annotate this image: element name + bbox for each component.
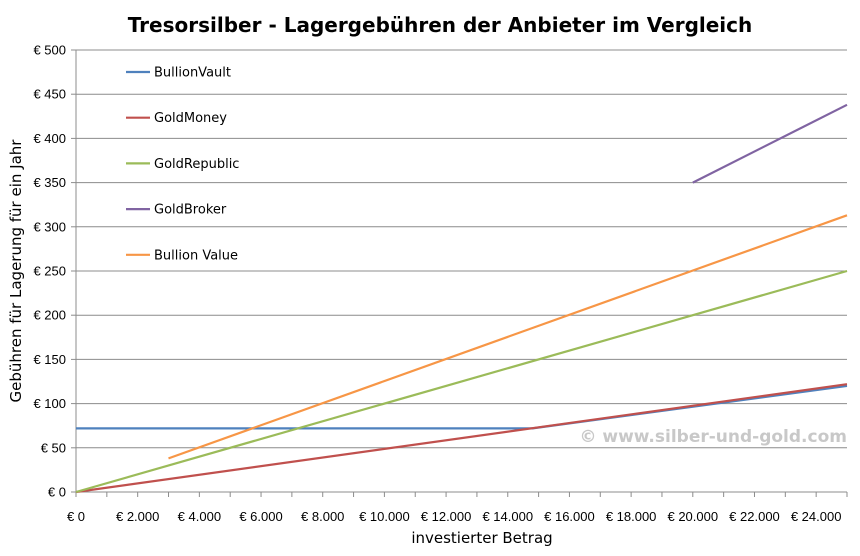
y-tick-label: € 300 xyxy=(33,219,66,234)
legend-label: GoldRepublic xyxy=(154,157,239,172)
legend-label: BullionVault xyxy=(154,66,231,81)
axes: € 0 € 50 € 100 € 150 € 200 € 250 € 300 € 350 € 4… xyxy=(33,43,848,524)
series-line-goldmoney xyxy=(75,383,848,494)
x-tick-label: € 4.000 xyxy=(178,509,221,524)
x-tick-label: € 0 xyxy=(67,509,85,524)
x-tick-label: € 6.000 xyxy=(239,509,282,524)
x-tick-label: € 2.000 xyxy=(116,509,159,524)
series-line-bullion-value xyxy=(168,214,848,460)
y-tick-label: € 50 xyxy=(41,440,66,455)
y-tick-label: € 100 xyxy=(33,396,66,411)
legend-label: Bullion Value xyxy=(154,248,238,263)
x-tick-label: € 8.000 xyxy=(301,509,344,524)
chart-title: Tresorsilber - Lagergebühren der Anbiete… xyxy=(128,13,753,37)
y-tick-label: € 350 xyxy=(33,175,66,190)
x-tick-label: € 22.000 xyxy=(729,509,780,524)
watermark-text: © www.silber-und-gold.com xyxy=(579,427,847,447)
y-tick-label: € 150 xyxy=(33,352,66,367)
x-tick-label: € 14.000 xyxy=(482,509,533,524)
y-tick-label: € 500 xyxy=(33,43,66,58)
y-tick-label: € 250 xyxy=(33,264,66,279)
grid xyxy=(76,49,847,449)
x-tick-label: € 10.000 xyxy=(359,509,410,524)
y-axis-label: Gebühren für Lagerung für ein Jahr xyxy=(7,139,25,403)
series-line-goldrepublic xyxy=(75,269,848,494)
x-tick-label: € 20.000 xyxy=(667,509,718,524)
legend-label: GoldBroker xyxy=(154,203,227,218)
y-tick-label: € 400 xyxy=(33,131,66,146)
y-tick-label: € 200 xyxy=(33,308,66,323)
series-line-bullionvault xyxy=(76,384,848,430)
x-axis-label: investierter Betrag xyxy=(411,529,552,547)
x-tick-label: € 16.000 xyxy=(544,509,595,524)
x-tick-label: € 24.000 xyxy=(791,509,842,524)
x-tick-label: € 18.000 xyxy=(606,509,657,524)
series-lines xyxy=(75,103,848,494)
series-line-goldbroker xyxy=(692,103,848,184)
legend-label: GoldMoney xyxy=(154,111,227,126)
x-tick-label: € 12.000 xyxy=(421,509,472,524)
legend: BullionVault GoldMoney GoldRepublic GoldBro… xyxy=(126,66,239,263)
y-tick-label: € 0 xyxy=(48,485,66,500)
y-tick-label: € 450 xyxy=(33,87,66,102)
